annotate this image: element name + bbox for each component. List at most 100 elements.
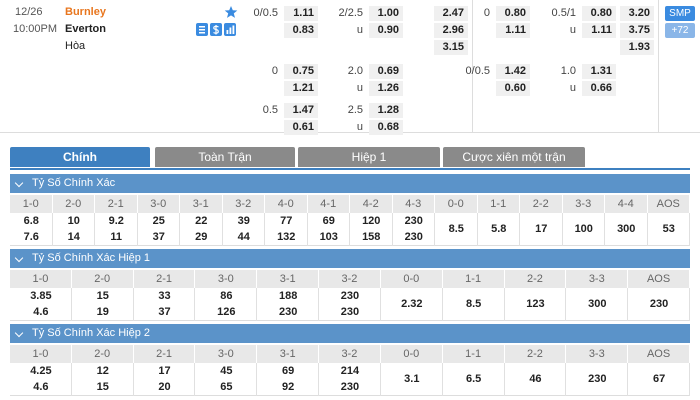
odds-value[interactable]: 300	[617, 223, 636, 235]
odds[interactable]: 0.66	[582, 81, 616, 96]
odds-value[interactable]: 126	[217, 306, 236, 318]
odds-value[interactable]: 19	[96, 306, 109, 318]
odds-value[interactable]: 103	[319, 231, 338, 243]
odds-value[interactable]: 15	[96, 381, 109, 393]
odds[interactable]: 0.80	[496, 6, 530, 21]
odds-value[interactable]: 44	[237, 231, 250, 243]
odds-value[interactable]: 22	[195, 215, 208, 227]
odds-value[interactable]: 8.5	[448, 223, 464, 235]
odds-value[interactable]: 12	[96, 365, 109, 377]
odds-value[interactable]: 6.5	[465, 373, 482, 385]
odds-value[interactable]: 230	[340, 290, 360, 302]
odds[interactable]: 2.96	[434, 23, 468, 38]
tab[interactable]: Toàn Trận	[155, 147, 295, 167]
odds-value[interactable]: 230	[340, 306, 360, 318]
odds[interactable]: 1.93	[620, 40, 654, 55]
odds-value[interactable]: 230	[588, 373, 607, 385]
odds-value[interactable]: 4.6	[33, 306, 49, 318]
odds[interactable]: 3.75	[620, 23, 654, 38]
odds-value[interactable]: 33	[158, 290, 171, 302]
odds-value[interactable]: 300	[588, 298, 607, 310]
favorite-star[interactable]	[224, 5, 238, 19]
odds[interactable]: 1.28	[369, 103, 403, 118]
odds[interactable]: 1.31	[582, 64, 616, 79]
odds-value[interactable]: 188	[278, 290, 298, 302]
odds[interactable]: 0.80	[582, 6, 616, 21]
odds-value[interactable]: 17	[158, 365, 171, 377]
odds-value[interactable]: 123	[526, 298, 545, 310]
odds[interactable]: 1.00	[369, 6, 403, 21]
odds-value[interactable]: 100	[574, 223, 593, 235]
odds[interactable]: 1.11	[284, 6, 318, 21]
odds[interactable]: 0.61	[284, 120, 318, 135]
odds-value[interactable]: 158	[362, 231, 381, 243]
odds-value[interactable]: 37	[158, 306, 171, 318]
odds-value[interactable]: 67	[652, 373, 666, 385]
odds-value[interactable]: 53	[662, 223, 675, 235]
odds-value[interactable]: 17	[535, 223, 548, 235]
odds-value[interactable]: 2.32	[401, 298, 423, 310]
odds-value[interactable]: 69	[322, 215, 335, 227]
odds[interactable]: 1.11	[582, 23, 616, 38]
odds[interactable]: 1.26	[369, 81, 403, 96]
column-header: 3-2	[319, 345, 381, 363]
odds-value[interactable]: 6.8	[23, 215, 39, 227]
odds[interactable]: 3.15	[434, 40, 468, 55]
odds-value[interactable]: 132	[277, 231, 296, 243]
odds-value[interactable]: 3.85	[30, 290, 52, 302]
odds[interactable]: 3.20	[620, 6, 654, 21]
odds-value[interactable]: 69	[282, 365, 295, 377]
odds-value[interactable]: 65	[220, 381, 233, 393]
odds[interactable]: 1.47	[284, 103, 318, 118]
odds[interactable]: 2.47	[434, 6, 468, 21]
odds-value[interactable]: 14	[67, 231, 80, 243]
tab[interactable]: Hiệp 1	[298, 147, 440, 167]
tab[interactable]: Chính	[10, 147, 150, 167]
odds-value[interactable]: 20	[158, 381, 171, 393]
odds-value[interactable]: 230	[278, 306, 298, 318]
odds-value[interactable]: 120	[362, 215, 381, 227]
smp-button[interactable]: SMP	[665, 6, 695, 21]
odds-value[interactable]: 15	[96, 290, 109, 302]
icons[interactable]	[196, 23, 238, 37]
column-header: 2-1	[134, 270, 196, 288]
odds-value[interactable]: 9.2	[108, 215, 124, 227]
odds-value[interactable]: 230	[649, 298, 669, 310]
odds-value[interactable]: 230	[404, 231, 423, 243]
odds[interactable]: 1.21	[284, 81, 318, 96]
odds-value[interactable]: 10	[67, 215, 80, 227]
odds[interactable]: 0.68	[369, 120, 403, 135]
odds-value[interactable]: 214	[340, 365, 360, 377]
odds-value[interactable]: 230	[340, 381, 360, 393]
odds[interactable]: 1.42	[496, 64, 530, 79]
odds[interactable]: 0.69	[369, 64, 403, 79]
odds[interactable]: 0.60	[496, 81, 530, 96]
odds-value[interactable]: 39	[237, 215, 250, 227]
odds-value[interactable]: 37	[152, 231, 165, 243]
odds-value[interactable]: 230	[404, 215, 423, 227]
more-button[interactable]: +72	[665, 23, 695, 38]
odds-value[interactable]: 86	[220, 290, 233, 302]
odds-value[interactable]: 25	[152, 215, 165, 227]
odds[interactable]: 0.90	[369, 23, 403, 38]
odds[interactable]: 0.75	[284, 64, 318, 79]
odds-value[interactable]: 5.8	[491, 223, 507, 235]
odds-value[interactable]: 77	[280, 215, 293, 227]
odds-value[interactable]: 46	[529, 373, 542, 385]
odds-value[interactable]: 4.6	[33, 381, 49, 393]
tab[interactable]: Cược xiên một trận	[443, 147, 585, 167]
odds-value[interactable]: 29	[195, 231, 208, 243]
cell-divider	[689, 363, 690, 396]
odds[interactable]: 1.11	[496, 23, 530, 38]
odds[interactable]: 0.83	[284, 23, 318, 38]
odds-value[interactable]: 3.1	[404, 373, 420, 385]
column-header: 2-2	[505, 270, 567, 288]
odds-value[interactable]: 11	[110, 231, 123, 243]
odds-value[interactable]: 92	[282, 381, 295, 393]
odds-value[interactable]: 7.6	[23, 231, 39, 243]
cell-divider	[379, 288, 381, 321]
column-header: 3-3	[566, 270, 629, 288]
odds-value[interactable]: 4.25	[30, 365, 52, 377]
odds-value[interactable]: 8.5	[465, 298, 482, 310]
odds-value[interactable]: 45	[220, 365, 233, 377]
